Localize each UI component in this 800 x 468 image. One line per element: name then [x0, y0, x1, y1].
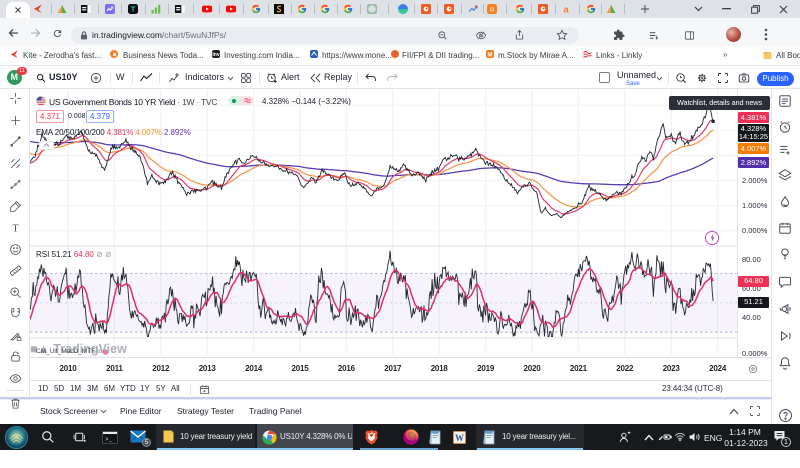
svg-text:a: a: [563, 4, 569, 14]
svg-text:■▲ TradingView: ■▲ TradingView: [30, 342, 127, 356]
svg-text:M: M: [488, 52, 493, 58]
svg-text:α: α: [490, 5, 495, 14]
svg-text:Inv: Inv: [212, 52, 219, 58]
svg-text:W: W: [455, 433, 464, 443]
svg-text:T: T: [12, 223, 19, 234]
